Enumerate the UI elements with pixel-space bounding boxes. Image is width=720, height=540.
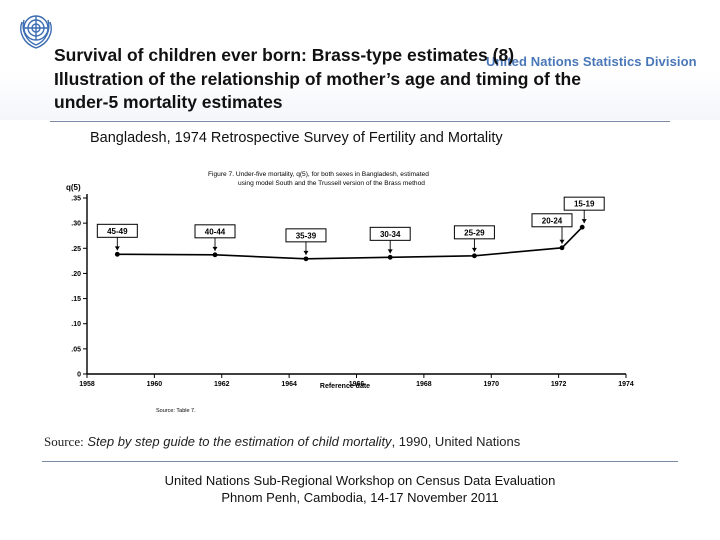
x-tick-label: 1958 [79,381,95,388]
figure-caption-line: Figure 7. Under-five mortality, q(5), fo… [208,171,429,178]
data-point [559,245,565,251]
point-label-box [453,225,495,240]
x-axis-label: Reference date [320,383,370,390]
figure-caption: Figure 7. Under-five mortality, q(5), fo… [208,171,429,187]
title-rule [50,121,670,122]
y-tick-label: .15 [71,296,81,303]
source-rest: , 1990, United Nations [391,434,521,449]
footer-rule [42,461,678,462]
y-tick-label: .10 [71,321,81,328]
data-point [579,224,585,230]
point-label-arrowhead [114,246,120,251]
x-tick-label: 1974 [618,381,634,388]
point-label: 35-39 [296,231,317,240]
point-label-box [531,213,573,228]
data-point [387,254,393,260]
point-label-box [563,196,605,211]
point-label-arrowhead [303,250,309,255]
point-label-arrowhead [387,249,393,254]
data-point [114,251,120,257]
y-axis-label: q(5) [66,183,81,192]
data-points [114,224,585,262]
data-point [472,253,477,259]
point-label-arrowhead [559,239,565,244]
figure-caption-line: using model South and the Trussell versi… [238,180,425,187]
point-label: 15-19 [574,200,595,209]
org-name: United Nations Statistics Division [486,54,697,69]
x-tick-label: 1968 [416,381,432,388]
x-tick-label: 1960 [147,381,163,388]
point-label: 20-24 [542,216,563,225]
point-label: 25-29 [464,228,485,237]
chart-source-note: Source: Table 7. [156,408,196,414]
x-tick-label: 1962 [214,381,230,388]
x-tick-label: 1966 [349,381,365,388]
header-band [0,0,720,120]
point-label-box [285,228,327,243]
y-tick-label: .20 [71,271,81,278]
point-label-arrowhead [471,247,477,252]
title-line: Illustration of the relationship of moth… [54,68,581,89]
y-tick-label: .05 [71,346,81,353]
point-label-arrowhead [212,246,218,251]
title-line: under-5 mortality estimates [54,92,283,112]
mortality-chart: Figure 7. Under-five mortality, q(5), fo… [66,171,634,414]
y-tick-label: .25 [71,246,81,253]
footer-line-1: United Nations Sub-Regional Workshop on … [164,473,556,488]
slide-title: Survival of children ever born: Brass-ty… [54,44,694,115]
source-citation: Source: Step by step guide to the estima… [44,434,520,450]
y-tick-label: .35 [71,196,81,203]
y-tick-label: 0 [77,372,81,379]
y-tick-label: .30 [71,221,81,228]
point-label: 40-44 [205,227,226,236]
x-tick-label: 1964 [281,381,297,388]
source-title: Step by step guide to the estimation of … [87,434,392,449]
title-line: Survival of children ever born: Brass-ty… [54,45,515,65]
un-emblem-icon [20,15,52,49]
chart-subtitle: Bangladesh, 1974 Retrospective Survey of… [90,130,503,146]
source-label: Source: [44,434,84,449]
point-label: 30-34 [380,230,401,239]
x-tick-label: 1972 [551,381,567,388]
series-line-q5 [117,226,583,260]
data-point [212,252,218,258]
data-point [303,256,309,262]
point-label: 45-49 [107,227,128,236]
point-label-arrowhead [581,219,587,224]
point-labels: 45-49 40-44 35-39 30-34 25-29 20-24 15-19 [96,196,605,255]
x-tick-label: 1970 [483,381,499,388]
footer-line-2: Phnom Penh, Cambodia, 14-17 November 201… [221,490,499,505]
ticks: .35 .30 .25 .20 .15 .10 .05 0 1958 1960 1962 1964 19… [71,196,634,389]
